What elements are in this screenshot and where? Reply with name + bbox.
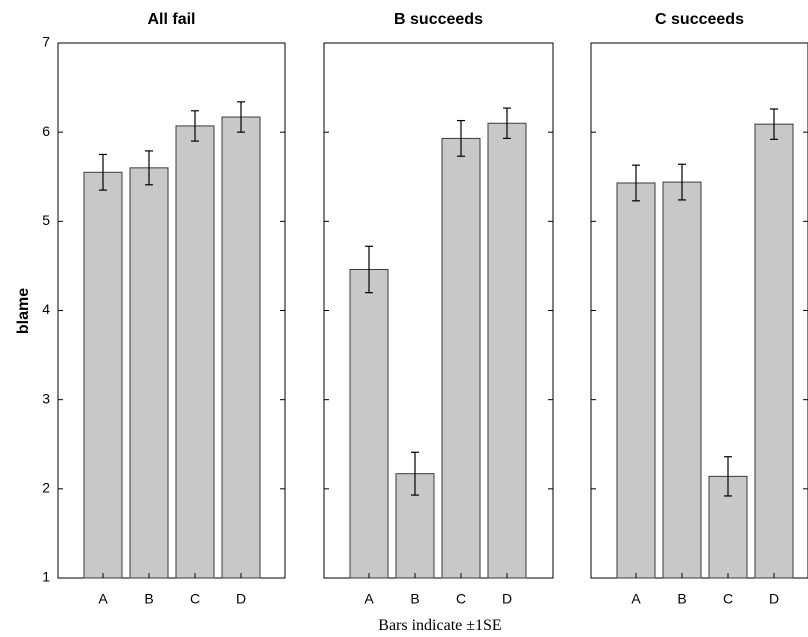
x-tick-label: D [502, 591, 512, 607]
bar [349, 268, 389, 579]
y-tick-label: 3 [42, 390, 50, 406]
panel-title: C succeeds [655, 11, 744, 28]
bar [487, 122, 527, 579]
x-tick-label: B [410, 591, 419, 607]
x-tick-label: C [190, 591, 200, 607]
x-tick-label: C [456, 591, 466, 607]
x-tick-label: D [236, 591, 246, 607]
x-tick-label: A [364, 591, 374, 607]
bar [175, 125, 215, 579]
x-tick-label: D [769, 591, 779, 607]
bar [221, 116, 261, 579]
y-tick-label: 1 [42, 569, 50, 585]
bar [754, 123, 794, 579]
bar [129, 167, 169, 579]
bar [662, 181, 702, 579]
x-tick-label: B [677, 591, 686, 607]
y-tick-label: 4 [42, 301, 50, 317]
panel-title: B succeeds [394, 11, 483, 28]
x-tick-label: A [98, 591, 108, 607]
bar [616, 182, 656, 579]
panel-title: All fail [147, 11, 195, 28]
x-tick-label: C [723, 591, 733, 607]
x-tick-label: A [631, 591, 641, 607]
y-tick-label: 7 [42, 34, 50, 50]
bar [441, 137, 481, 579]
bar [83, 171, 123, 579]
y-tick-label: 2 [42, 480, 50, 496]
y-tick-label: 6 [42, 123, 50, 139]
x-tick-label: B [144, 591, 153, 607]
y-axis-label: blame [15, 288, 32, 334]
footnote: Bars indicate ±1SE [378, 617, 501, 634]
y-tick-label: 5 [42, 212, 50, 228]
